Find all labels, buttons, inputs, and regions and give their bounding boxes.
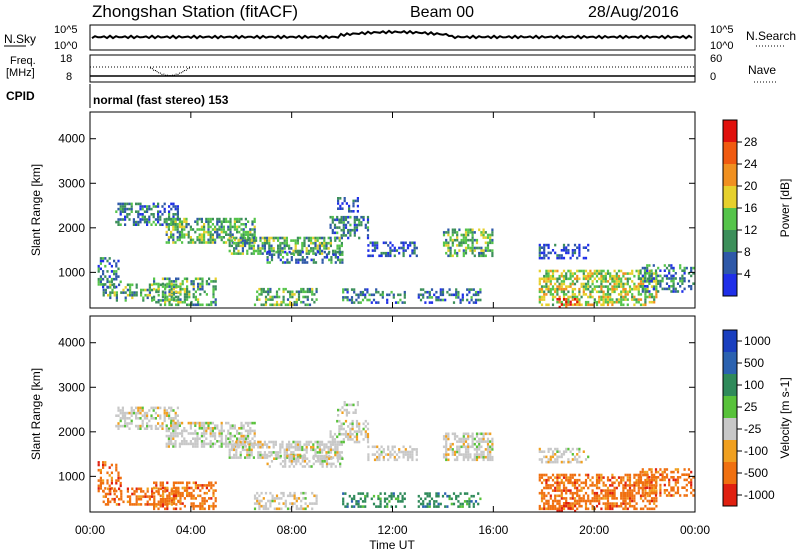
nave-tick-high: 60 <box>710 53 722 65</box>
colorbar-swatch <box>723 274 737 297</box>
x-tick-label: 04:00 <box>176 523 206 537</box>
colorbar-tick-label: 1000 <box>744 334 771 348</box>
x-tick-label: 16:00 <box>478 523 508 537</box>
velocity-ylabel: Slant Range [km] <box>29 368 43 460</box>
colorbar-tick-label: 500 <box>744 356 764 370</box>
nsearch-label: N.Search <box>746 29 796 43</box>
x-tick-label: 08:00 <box>277 523 307 537</box>
beam-label: Beam 00 <box>410 4 474 21</box>
colorbar-swatch <box>723 252 737 275</box>
colorbar-swatch <box>723 440 737 463</box>
cpid-label: CPID <box>6 89 35 103</box>
y-tick-label: 3000 <box>58 176 85 190</box>
x-axis: 00:00 04:00 08:00 12:00 16:00 20:00 00:00 <box>75 112 710 537</box>
freq-unit: [MHz] <box>6 67 35 79</box>
x-tick-label: 00:00 <box>75 523 105 537</box>
velocity-panel: 1000 2000 3000 4000 Slant Range [km] <box>29 315 696 513</box>
colorbar-swatch <box>723 462 737 485</box>
colorbar-tick-label: -100 <box>744 444 768 458</box>
freq-label: Freq. <box>10 55 36 67</box>
nave-tick-low: 0 <box>710 71 716 83</box>
nsky-panel: N.Sky 10^5 10^0 10^5 10^0 N.Search <box>4 24 796 52</box>
colorbar-swatch <box>723 352 737 375</box>
y-tick-label: 2000 <box>58 425 85 439</box>
colorbar-swatch <box>723 396 737 419</box>
nsearch-tick-low: 10^0 <box>710 40 734 52</box>
colorbar-tick-label: 16 <box>744 201 758 215</box>
colorbar-tick-label: 100 <box>744 378 764 392</box>
colorbar-swatch <box>723 164 737 187</box>
station-title: Zhongshan Station (fitACF) <box>92 2 298 21</box>
y-tick-label: 3000 <box>58 380 85 394</box>
x-tick-label: 12:00 <box>377 523 407 537</box>
colorbar-tick-label: 25 <box>744 400 758 414</box>
y-tick-label: 4000 <box>58 132 85 146</box>
power-ylabel: Slant Range [km] <box>29 164 43 256</box>
nsky-label: N.Sky <box>4 32 36 46</box>
colorbar-tick-label: -500 <box>744 466 768 480</box>
y-tick-label: 2000 <box>58 221 85 235</box>
velocity-colorbar: 1000 500 100 25 -25 -100 -500 -1000 Velocity [m… <box>722 329 792 507</box>
colorbar-swatch <box>723 330 737 353</box>
colorbar-swatch <box>723 484 737 507</box>
colorbar-swatch <box>723 208 737 231</box>
nsearch-tick-high: 10^5 <box>710 24 734 36</box>
freq-panel: Freq. [MHz] 18 8 60 0 Nave <box>6 53 778 83</box>
power-colorbar: 4 8 12 16 20 24 28 Power [dB] <box>722 119 792 297</box>
cpid-text: normal (fast stereo) 153 <box>93 93 229 107</box>
colorbar-swatch <box>723 120 737 143</box>
y-tick-label: 1000 <box>58 469 85 483</box>
x-tick-label: 00:00 <box>680 523 710 537</box>
nave-label: Nave <box>748 63 776 77</box>
nsky-tick-high: 10^5 <box>54 24 78 36</box>
colorbar-swatch <box>723 374 737 397</box>
nsky-tick-low: 10^0 <box>54 40 78 52</box>
power-panel: 1000 2000 3000 4000 Slant Range [km] <box>29 111 696 309</box>
colorbar-swatch <box>723 230 737 253</box>
colorbar-tick-label: 8 <box>744 245 751 259</box>
colorbar-tick-label: 20 <box>744 179 758 193</box>
freq-tick-high: 18 <box>60 53 72 65</box>
y-tick-label: 1000 <box>58 265 85 279</box>
power-colorbar-title: Power [dB] <box>778 179 792 238</box>
y-tick-label: 4000 <box>58 336 85 350</box>
colorbar-tick-label: 28 <box>744 135 758 149</box>
colorbar-tick-label: -1000 <box>744 488 775 502</box>
colorbar-tick-label: 24 <box>744 157 758 171</box>
colorbar-tick-label: -25 <box>744 422 762 436</box>
colorbar-swatch <box>723 142 737 165</box>
date-label: 28/Aug/2016 <box>588 4 679 21</box>
colorbar-swatch <box>723 418 737 441</box>
cpid-panel: CPID normal (fast stereo) 153 <box>6 84 229 108</box>
freq-tick-low: 8 <box>66 71 72 83</box>
velocity-colorbar-title: Velocity [m s-1] <box>778 377 792 458</box>
x-tick-label: 20:00 <box>579 523 609 537</box>
colorbar-tick-label: 4 <box>744 267 751 281</box>
colorbar-swatch <box>723 186 737 209</box>
colorbar-tick-label: 12 <box>744 223 758 237</box>
x-axis-label: Time UT <box>369 538 415 552</box>
